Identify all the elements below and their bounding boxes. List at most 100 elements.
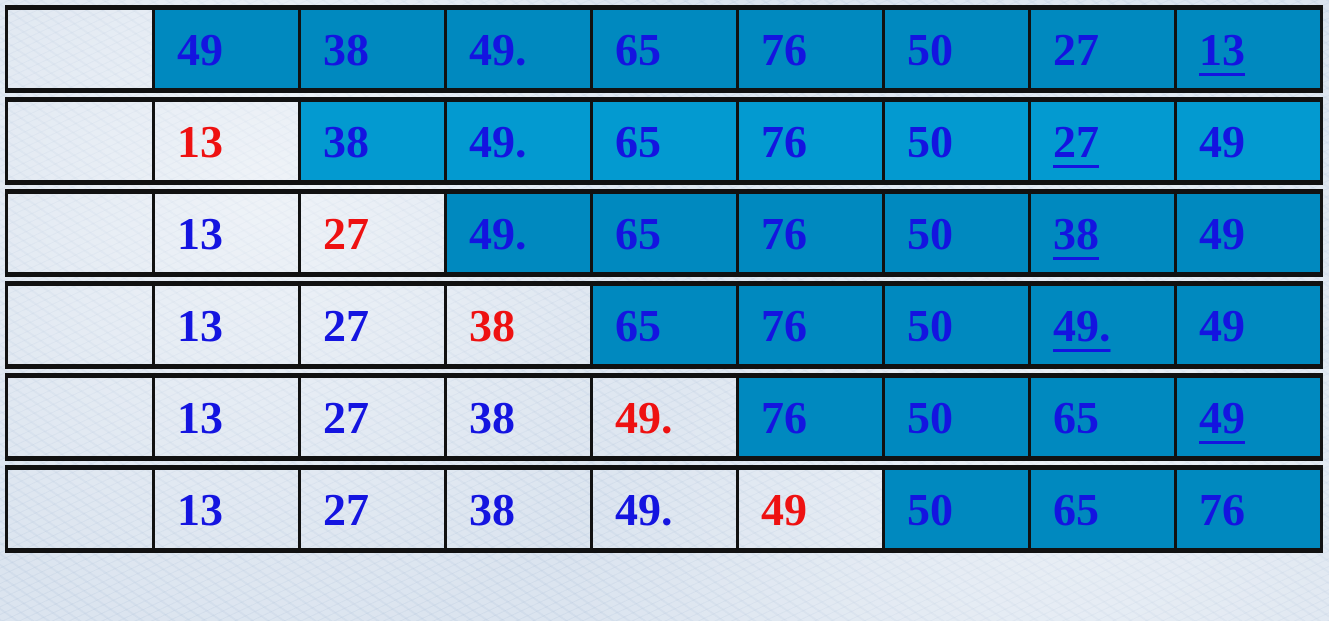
table-cell: 50 [885,97,1031,185]
cell-value: 13 [177,391,223,443]
cell-value: 76 [761,299,807,351]
table-cell: 49. [447,189,593,277]
cell-value: 49 [177,23,223,75]
table-row: 13 27 38 65 76 50 49. 49 [5,281,1323,369]
cell-value: 49 [761,483,807,535]
table-cell: 49 [739,465,885,553]
table-cell: 13 [155,189,301,277]
table-cell: 38 [447,465,593,553]
table-row: 13 27 38 49. 49 50 65 76 [5,465,1323,553]
cell-value: 49. [615,483,673,535]
table-cell: 49 [1177,281,1323,369]
cell-value: 65 [615,299,661,351]
table-cell: 65 [1031,373,1177,461]
table-cell: 49 [1177,189,1323,277]
table-row: 13 38 49. 65 76 50 27 49 [5,97,1323,185]
cell-value: 49. [615,391,673,443]
cell-value: 50 [907,115,953,167]
cell-value: 13 [177,115,223,167]
table-cell: 50 [885,373,1031,461]
cell-value: 49. [469,115,527,167]
cell-value: 13 [177,483,223,535]
table-cell: 49 [1177,97,1323,185]
table-cell: 65 [593,5,739,93]
table-cell: 38 [301,97,447,185]
table-cell: 38 [447,281,593,369]
table-cell: 49 [1177,373,1323,461]
table-row: 13 27 49. 65 76 50 38 49 [5,189,1323,277]
cell-value: 38 [469,483,515,535]
cell-value: 50 [907,207,953,259]
table-cell: 38 [301,5,447,93]
cell-value: 27 [323,207,369,259]
table-cell: 76 [739,373,885,461]
table-cell: 13 [155,281,301,369]
cell-value: 49 [1199,391,1245,443]
cell-value: 76 [1199,483,1245,535]
cell-value: 50 [907,391,953,443]
table-cell: 76 [1177,465,1323,553]
cell-value: 49. [1053,299,1111,351]
table-cell: 76 [739,5,885,93]
table-cell: 50 [885,465,1031,553]
table-cell: 13 [155,97,301,185]
table-cell: 13 [155,373,301,461]
table-cell: 13 [1177,5,1323,93]
cell-value: 27 [1053,115,1099,167]
table-row: 49 38 49. 65 76 50 27 13 [5,5,1323,93]
cell-value: 65 [615,115,661,167]
table-cell: 49. [1031,281,1177,369]
cell-value: 50 [907,299,953,351]
cell-value: 38 [469,391,515,443]
table-cell: 49. [447,5,593,93]
table-cell: 13 [155,465,301,553]
table-cell: 50 [885,281,1031,369]
table-cell: 27 [1031,97,1177,185]
row-label-cell [5,5,155,93]
row-label-cell [5,97,155,185]
cell-value: 27 [323,391,369,443]
cell-value: 38 [323,115,369,167]
table-cell: 76 [739,189,885,277]
cell-value: 49 [1199,115,1245,167]
cell-value: 13 [1199,23,1245,75]
cell-value: 27 [1053,23,1099,75]
cell-value: 65 [1053,483,1099,535]
table-cell: 76 [739,97,885,185]
table-cell: 27 [301,281,447,369]
table-body: 49 38 49. 65 76 50 27 13 13 38 49. 65 76 50 27 49 13 27 49… [5,5,1323,553]
row-label-cell [5,189,155,277]
cell-value: 50 [907,23,953,75]
cell-value: 27 [323,299,369,351]
cell-value: 76 [761,115,807,167]
table-cell: 65 [593,281,739,369]
table-cell: 27 [301,465,447,553]
cell-value: 27 [323,483,369,535]
cell-value: 76 [761,391,807,443]
cell-value: 76 [761,23,807,75]
table-cell: 50 [885,5,1031,93]
table-cell: 27 [1031,5,1177,93]
cell-value: 50 [907,483,953,535]
table-cell: 49 [155,5,301,93]
cell-value: 49 [1199,299,1245,351]
row-label-cell [5,281,155,369]
selection-sort-table: 49 38 49. 65 76 50 27 13 13 38 49. 65 76 50 27 49 13 27 49… [5,5,1323,553]
table-cell: 65 [593,189,739,277]
cell-value: 38 [469,299,515,351]
cell-value: 49. [469,207,527,259]
table-cell: 38 [1031,189,1177,277]
cell-value: 13 [177,299,223,351]
cell-value: 76 [761,207,807,259]
table-cell: 76 [739,281,885,369]
table-cell: 65 [593,97,739,185]
table-row: 13 27 38 49. 76 50 65 49 [5,373,1323,461]
table-cell: 65 [1031,465,1177,553]
table-cell: 38 [447,373,593,461]
cell-value: 38 [323,23,369,75]
table-cell: 27 [301,189,447,277]
cell-value: 49. [469,23,527,75]
cell-value: 65 [615,23,661,75]
cell-value: 65 [1053,391,1099,443]
